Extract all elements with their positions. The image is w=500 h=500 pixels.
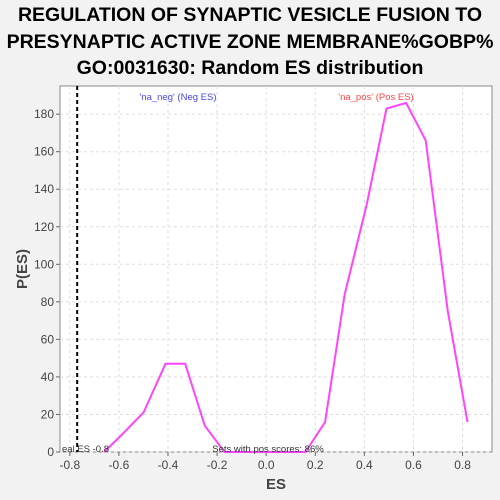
y-tick-label: 140 bbox=[34, 182, 54, 196]
x-tick-label: 0.4 bbox=[356, 458, 373, 472]
y-tick-label: 120 bbox=[34, 220, 54, 234]
chart-title: REGULATION OF SYNAPTIC VESICLE FUSION TO… bbox=[0, 2, 500, 82]
pos-scores-label: Sets with pos scores: 86% bbox=[212, 444, 324, 455]
pos-es-label: 'na_pos' (Pos ES) bbox=[338, 92, 413, 103]
x-tick-label: -0.6 bbox=[109, 458, 130, 472]
y-tick-label: 180 bbox=[34, 107, 54, 121]
x-tick-label: 0.6 bbox=[405, 458, 422, 472]
y-tick-label: 60 bbox=[41, 332, 55, 346]
y-tick-label: 160 bbox=[34, 145, 54, 159]
es-distribution-line bbox=[103, 101, 469, 453]
x-tick-label: -0.4 bbox=[158, 458, 179, 472]
axis-ticks: -0.8 -0.6 -0.4 -0.2 0.0 0.2 0.4 0.6 0.8 0 20 40 60 80… bbox=[34, 107, 471, 472]
neg-es-label: 'na_neg' (Neg ES) bbox=[139, 92, 216, 103]
y-tick-label: 40 bbox=[41, 370, 55, 384]
x-tick-label: 0.2 bbox=[307, 458, 324, 472]
y-tick-label: 0 bbox=[47, 445, 54, 459]
x-axis-title: ES bbox=[266, 476, 286, 493]
y-tick-label: 100 bbox=[34, 257, 54, 271]
x-tick-label: 0.0 bbox=[258, 458, 275, 472]
x-tick-label: -0.2 bbox=[207, 458, 228, 472]
y-tick-label: 80 bbox=[41, 295, 55, 309]
chart-title-line-2: PRESYNAPTIC ACTIVE ZONE MEMBRANE%GOBP% bbox=[6, 30, 494, 53]
real-es-label: eal ES -0.8 bbox=[62, 444, 109, 455]
y-axis-title: P(ES) bbox=[14, 249, 31, 289]
plot-area bbox=[59, 85, 493, 453]
chart-title-line-1: REGULATION OF SYNAPTIC VESICLE FUSION TO bbox=[17, 4, 483, 26]
chart-title-line-3: GO:0031630: Random ES distribution bbox=[76, 57, 424, 79]
x-tick-label: -0.8 bbox=[59, 458, 80, 472]
grid-lines bbox=[60, 86, 492, 453]
x-tick-label: 0.8 bbox=[454, 458, 471, 472]
y-tick-label: 20 bbox=[41, 407, 55, 421]
